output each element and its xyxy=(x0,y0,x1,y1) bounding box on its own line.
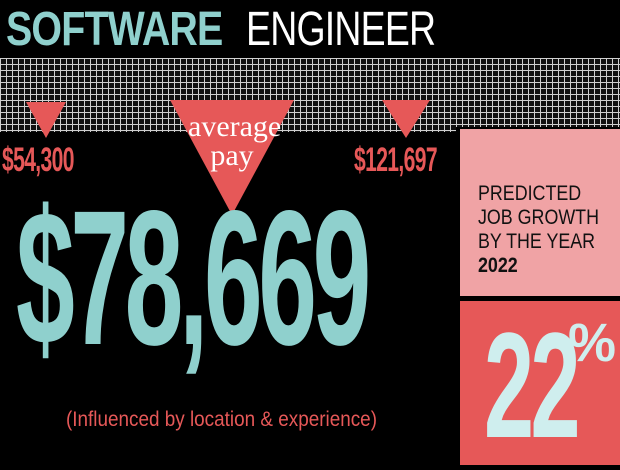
growth-caption-line-2: JOB GROWTH xyxy=(478,206,599,229)
average-pay-value: $78,669 xyxy=(16,170,371,385)
growth-number: 22 xyxy=(484,301,581,469)
growth-panel-bottom xyxy=(460,301,620,465)
max-pay: $121,697 xyxy=(354,141,438,179)
title-software: SOFTWARE xyxy=(6,3,223,56)
max-pay-marker-icon xyxy=(382,100,430,138)
growth-percent-sign: % xyxy=(568,313,617,373)
grid-pattern xyxy=(0,58,620,132)
average-pay-label: average pay xyxy=(188,110,282,172)
min-pay-marker-icon xyxy=(26,102,66,138)
growth-panel-top xyxy=(460,129,620,296)
growth-value: 22 % xyxy=(484,300,620,470)
pay-note: (Influenced by location & experience) xyxy=(66,408,377,431)
growth-caption-line-3: BY THE YEAR xyxy=(478,230,596,253)
average-pay-marker-icon xyxy=(170,100,294,215)
title-bar: SOFTWARE ENGINEER xyxy=(0,0,620,58)
growth-caption-line-1: PREDICTED xyxy=(478,182,582,205)
growth-year: 2022 xyxy=(478,254,518,277)
min-pay: $54,300 xyxy=(2,141,74,179)
growth-caption: PREDICTED JOB GROWTH BY THE YEAR 2022 xyxy=(478,182,616,278)
title-engineer: ENGINEER xyxy=(246,3,436,56)
